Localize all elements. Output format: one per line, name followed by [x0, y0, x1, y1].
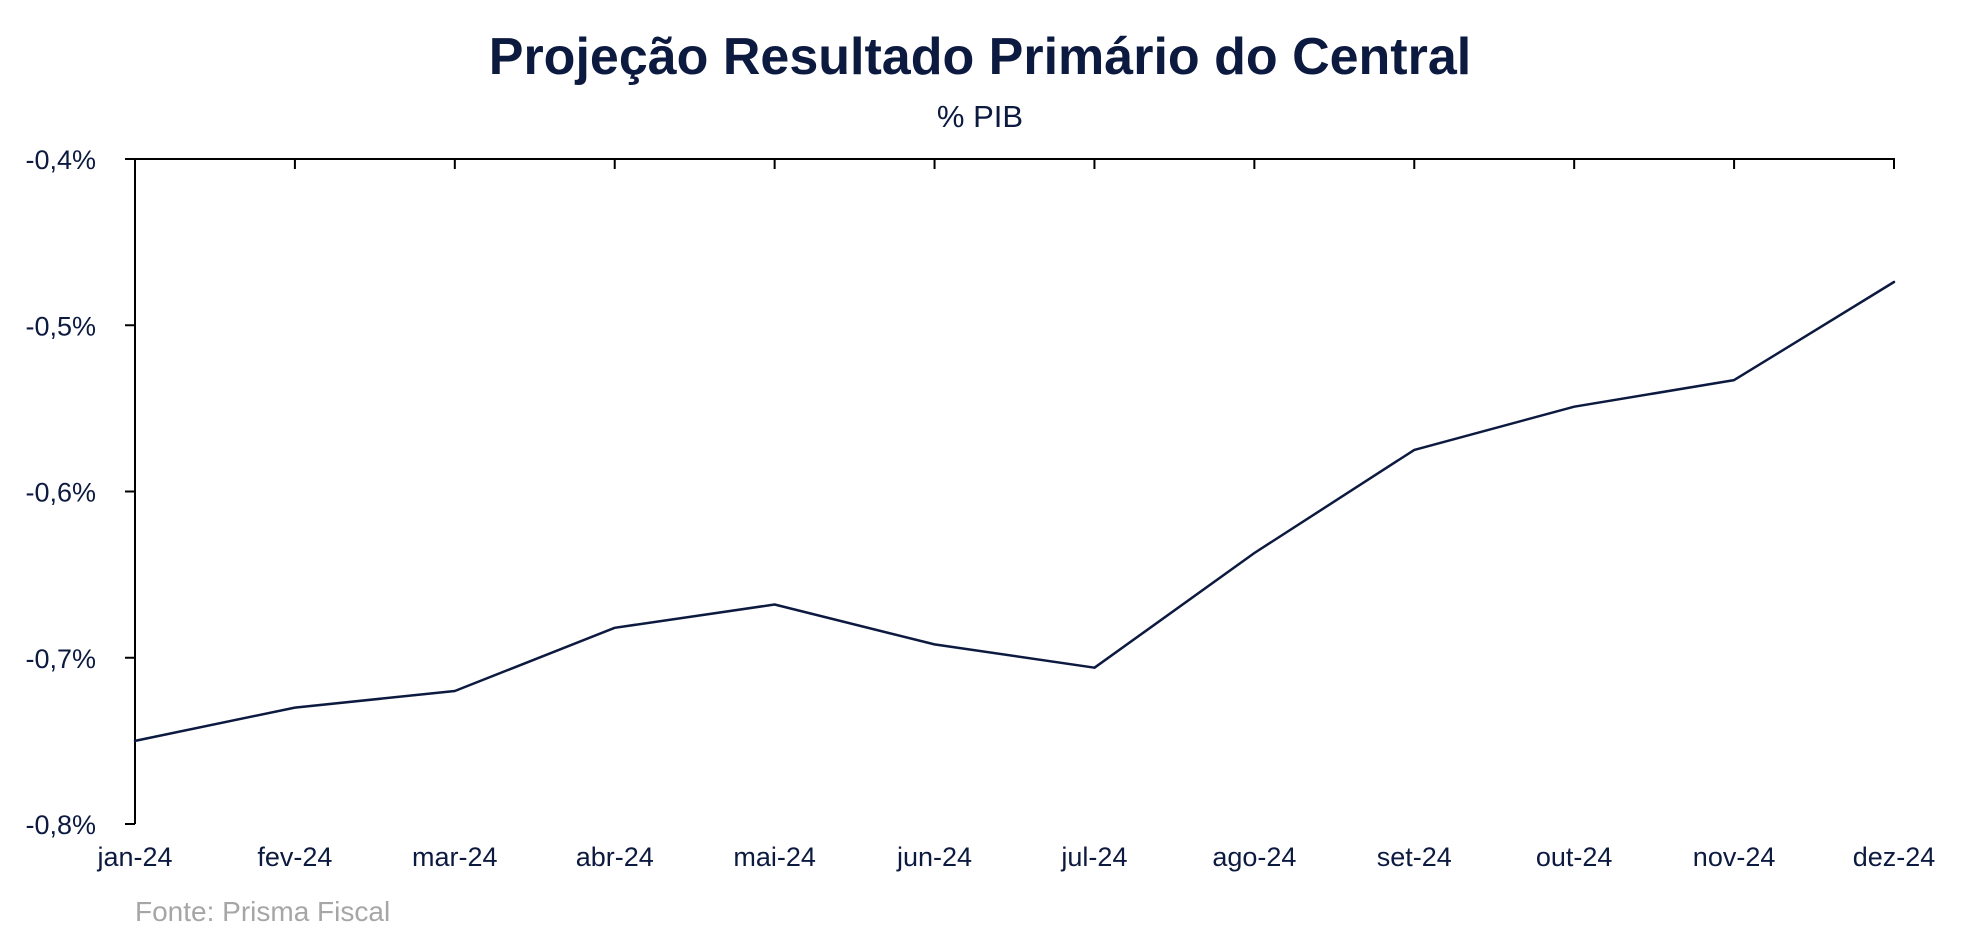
x-tick-label: out-24 — [1536, 842, 1613, 872]
chart-title: Projeção Resultado Primário do Central — [489, 28, 1471, 86]
x-tick-label: fev-24 — [257, 842, 332, 872]
y-tick-label: -0,4% — [25, 145, 96, 175]
y-tick-label: -0,5% — [25, 311, 96, 341]
y-axis-labels: -0,4% -0,5% -0,6% -0,7% -0,8% — [25, 145, 96, 840]
y-tick-label: -0,7% — [25, 644, 96, 674]
y-tick-label: -0,6% — [25, 478, 96, 508]
x-tick-label: dez-24 — [1853, 842, 1936, 872]
x-tick-label: set-24 — [1377, 842, 1452, 872]
series-group — [133, 280, 1896, 743]
x-tick-label: ago-24 — [1212, 842, 1296, 872]
x-tick-label: jan-24 — [96, 842, 172, 872]
source-note: Fonte: Prisma Fiscal — [135, 896, 390, 927]
x-tick-label: nov-24 — [1693, 842, 1776, 872]
chart-subtitle: % PIB — [937, 99, 1023, 134]
x-axis-labels: jan-24 fev-24 mar-24 abr-24 mai-24 jun-24 jul-… — [96, 842, 1935, 872]
y-tick-label: -0,8% — [25, 810, 96, 840]
series-line-0 — [133, 280, 1896, 743]
x-tick-label: abr-24 — [576, 842, 654, 872]
axes — [125, 158, 1895, 825]
x-tick-label: jul-24 — [1060, 842, 1127, 872]
x-tick-label: mar-24 — [412, 842, 498, 872]
x-tick-label: jun-24 — [896, 842, 972, 872]
x-tick-label: mai-24 — [733, 842, 816, 872]
